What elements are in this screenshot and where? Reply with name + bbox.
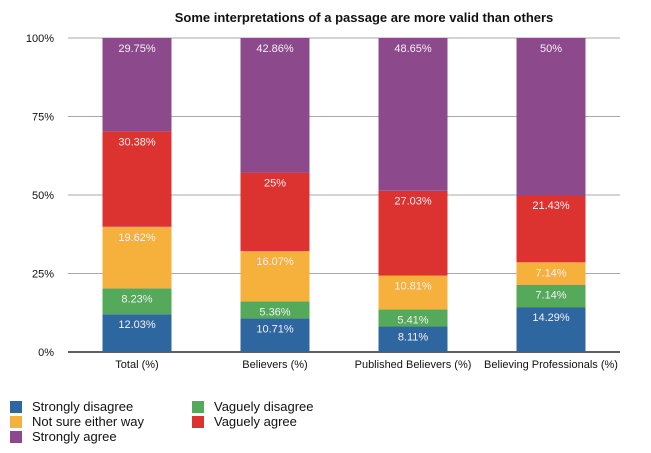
legend-swatch — [192, 400, 204, 413]
bar-segment — [516, 195, 586, 263]
bar-segment — [102, 226, 172, 289]
data-label: 21.43% — [532, 200, 570, 212]
x-tick-label: Published Believers (%) — [355, 359, 472, 371]
legend-item: Vaguely agree — [192, 414, 297, 429]
bar-segment — [516, 284, 586, 308]
bar-segment — [102, 288, 172, 315]
y-tick-label: 50% — [32, 190, 54, 202]
data-label: 5.41% — [397, 315, 428, 327]
x-tick-label: Believers (%) — [242, 359, 307, 371]
bar-segment — [102, 37, 172, 132]
legend-swatch — [10, 400, 22, 413]
data-label: 50% — [540, 43, 562, 55]
bar-segment — [240, 38, 310, 173]
data-label: 19.62% — [118, 232, 156, 244]
data-label: 29.75% — [118, 43, 156, 55]
bar-segment — [516, 262, 586, 285]
data-label: 25% — [264, 178, 286, 190]
x-tick-label: Believing Professionals (%) — [484, 359, 618, 371]
bar-segment — [378, 275, 448, 310]
bar-segment — [240, 172, 310, 252]
stacked-bar-chart: Some interpretations of a passage are mo… — [26, 10, 620, 371]
data-label: 14.29% — [532, 312, 570, 324]
legend-label: Strongly agree — [32, 429, 117, 444]
legend-label: Vaguely disagree — [214, 399, 314, 414]
data-label: 48.65% — [394, 43, 432, 55]
bar-segment — [240, 301, 310, 319]
legend-label: Vaguely agree — [214, 414, 297, 429]
data-label: 42.86% — [256, 43, 294, 55]
data-label: 10.81% — [394, 281, 432, 293]
y-tick-label: 75% — [32, 112, 54, 124]
bar-segment — [378, 37, 448, 191]
y-tick-label: 0% — [38, 347, 54, 359]
bar-segment — [516, 38, 586, 195]
data-label: 7.14% — [535, 290, 566, 302]
bar-segment — [378, 326, 448, 352]
bar-segment — [102, 314, 172, 352]
bar-segment — [240, 251, 310, 302]
legend-item: Strongly agree — [10, 429, 117, 444]
data-label: 16.07% — [256, 256, 294, 268]
x-tick-label: Total (%) — [115, 359, 158, 371]
data-label: 10.71% — [256, 323, 294, 335]
data-label: 8.23% — [121, 293, 152, 305]
y-tick-label: 100% — [26, 33, 54, 45]
legend-item: Not sure either way — [10, 414, 144, 429]
legend-label: Strongly disagree — [32, 399, 134, 414]
legend-swatch — [10, 430, 22, 443]
data-label: 5.36% — [259, 307, 290, 319]
data-label: 27.03% — [394, 196, 432, 208]
legend-label: Not sure either way — [32, 414, 144, 429]
legend-swatch — [192, 415, 204, 428]
legend-item: Vaguely disagree — [192, 399, 314, 414]
bar-segment — [240, 318, 310, 352]
data-label: 30.38% — [118, 136, 156, 148]
bar-segment — [102, 131, 172, 227]
chart-title: Some interpretations of a passage are mo… — [175, 10, 554, 25]
data-label: 12.03% — [118, 319, 156, 331]
data-label: 7.14% — [535, 267, 566, 279]
bar-segment — [516, 307, 586, 352]
data-label: 8.11% — [398, 332, 429, 344]
legend-swatch — [10, 415, 22, 428]
legend-item: Strongly disagree — [10, 399, 133, 414]
y-tick-label: 25% — [32, 269, 54, 281]
bar-segment — [378, 190, 448, 276]
bar-segment — [378, 309, 448, 327]
